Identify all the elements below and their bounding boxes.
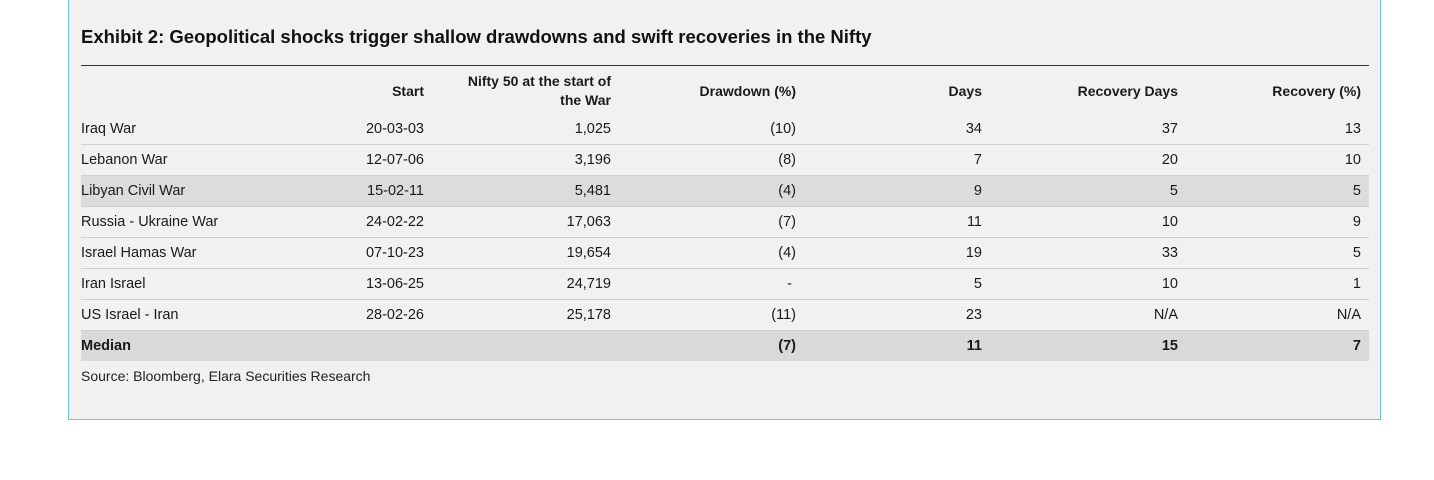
- cell-start: 13-06-25: [311, 268, 432, 300]
- data-table: Start Nifty 50 at the start of the War D…: [81, 68, 1369, 361]
- cell-recovery-pct: N/A: [1186, 299, 1369, 331]
- cell-nifty: 3,196: [432, 144, 619, 176]
- cell-recovery-pct: 9: [1186, 206, 1369, 238]
- cell-drawdown: (7): [619, 206, 804, 238]
- cell-nifty: 24,719: [432, 268, 619, 300]
- cell-days: 11: [804, 330, 990, 361]
- table-row: Iran Israel 13-06-25 24,719 - 5 10 1: [81, 268, 1369, 300]
- cell-name: Israel Hamas War: [81, 237, 311, 269]
- table-row: Russia - Ukraine War 24-02-22 17,063 (7)…: [81, 206, 1369, 238]
- cell-recovery-pct: 5: [1186, 237, 1369, 269]
- cell-recovery-days: 37: [990, 114, 1186, 145]
- cell-name: Median: [81, 330, 311, 361]
- cell-name: Lebanon War: [81, 144, 311, 176]
- cell-start: 28-02-26: [311, 299, 432, 331]
- cell-recovery-pct: 1: [1186, 268, 1369, 300]
- cell-recovery-pct: 10: [1186, 144, 1369, 176]
- header-days: Days: [948, 82, 982, 99]
- median-row: Median (7) 11 15 7: [81, 330, 1369, 361]
- cell-days: 7: [804, 144, 990, 176]
- cell-recovery-pct: 7: [1186, 330, 1369, 361]
- header-recovery-pct: Recovery (%): [1272, 82, 1361, 99]
- cell-days: 23: [804, 299, 990, 331]
- table-row: Libyan Civil War 15-02-11 5,481 (4) 9 5 …: [81, 175, 1369, 207]
- source-note: Source: Bloomberg, Elara Securities Rese…: [81, 368, 371, 384]
- header-name: [81, 68, 311, 114]
- cell-recovery-days: 20: [990, 144, 1186, 176]
- cell-recovery-days: N/A: [990, 299, 1186, 331]
- cell-name: Iran Israel: [81, 268, 311, 300]
- cell-drawdown: (11): [619, 299, 804, 331]
- cell-drawdown: (4): [619, 237, 804, 269]
- cell-recovery-days: 10: [990, 268, 1186, 300]
- cell-days: 9: [804, 175, 990, 207]
- cell-drawdown: (8): [619, 144, 804, 176]
- cell-drawdown: (10): [619, 114, 804, 145]
- cell-recovery-pct: 5: [1186, 175, 1369, 207]
- cell-start: 24-02-22: [311, 206, 432, 238]
- cell-drawdown: (4): [619, 175, 804, 207]
- cell-recovery-days: 10: [990, 206, 1186, 238]
- table-row: US Israel - Iran 28-02-26 25,178 (11) 23…: [81, 299, 1369, 331]
- cell-start: [311, 330, 432, 361]
- cell-days: 5: [804, 268, 990, 300]
- cell-start: 20-03-03: [311, 114, 432, 145]
- cell-nifty: 19,654: [432, 237, 619, 269]
- table-row: Israel Hamas War 07-10-23 19,654 (4) 19 …: [81, 237, 1369, 269]
- cell-name: Russia - Ukraine War: [81, 206, 311, 238]
- cell-drawdown: (7): [619, 330, 804, 361]
- cell-days: 19: [804, 237, 990, 269]
- cell-days: 11: [804, 206, 990, 238]
- cell-nifty: 17,063: [432, 206, 619, 238]
- header-drawdown: Drawdown (%): [699, 82, 796, 99]
- cell-name: Libyan Civil War: [81, 175, 311, 207]
- header-recovery-days: Recovery Days: [1077, 82, 1178, 99]
- cell-recovery-pct: 13: [1186, 114, 1369, 145]
- table-row: Lebanon War 12-07-06 3,196 (8) 7 20 10: [81, 144, 1369, 176]
- cell-nifty: 1,025: [432, 114, 619, 145]
- cell-recovery-days: 15: [990, 330, 1186, 361]
- cell-name: Iraq War: [81, 114, 311, 145]
- header-start: Start: [392, 82, 424, 99]
- table-row: Iraq War 20-03-03 1,025 (10) 34 37 13: [81, 114, 1369, 145]
- cell-start: 12-07-06: [311, 144, 432, 176]
- cell-nifty: [432, 330, 619, 361]
- cell-nifty: 25,178: [432, 299, 619, 331]
- cell-recovery-days: 33: [990, 237, 1186, 269]
- table-header-row: Start Nifty 50 at the start of the War D…: [81, 68, 1369, 114]
- header-rule: [81, 65, 1369, 66]
- cell-start: 07-10-23: [311, 237, 432, 269]
- cell-drawdown: -: [619, 268, 804, 300]
- cell-nifty: 5,481: [432, 175, 619, 207]
- cell-start: 15-02-11: [311, 175, 432, 207]
- cell-days: 34: [804, 114, 990, 145]
- header-nifty: Nifty 50 at the start of the War: [467, 73, 611, 108]
- cell-recovery-days: 5: [990, 175, 1186, 207]
- cell-name: US Israel - Iran: [81, 299, 311, 331]
- exhibit-panel: Exhibit 2: Geopolitical shocks trigger s…: [68, 0, 1381, 420]
- exhibit-title: Exhibit 2: Geopolitical shocks trigger s…: [81, 26, 872, 47]
